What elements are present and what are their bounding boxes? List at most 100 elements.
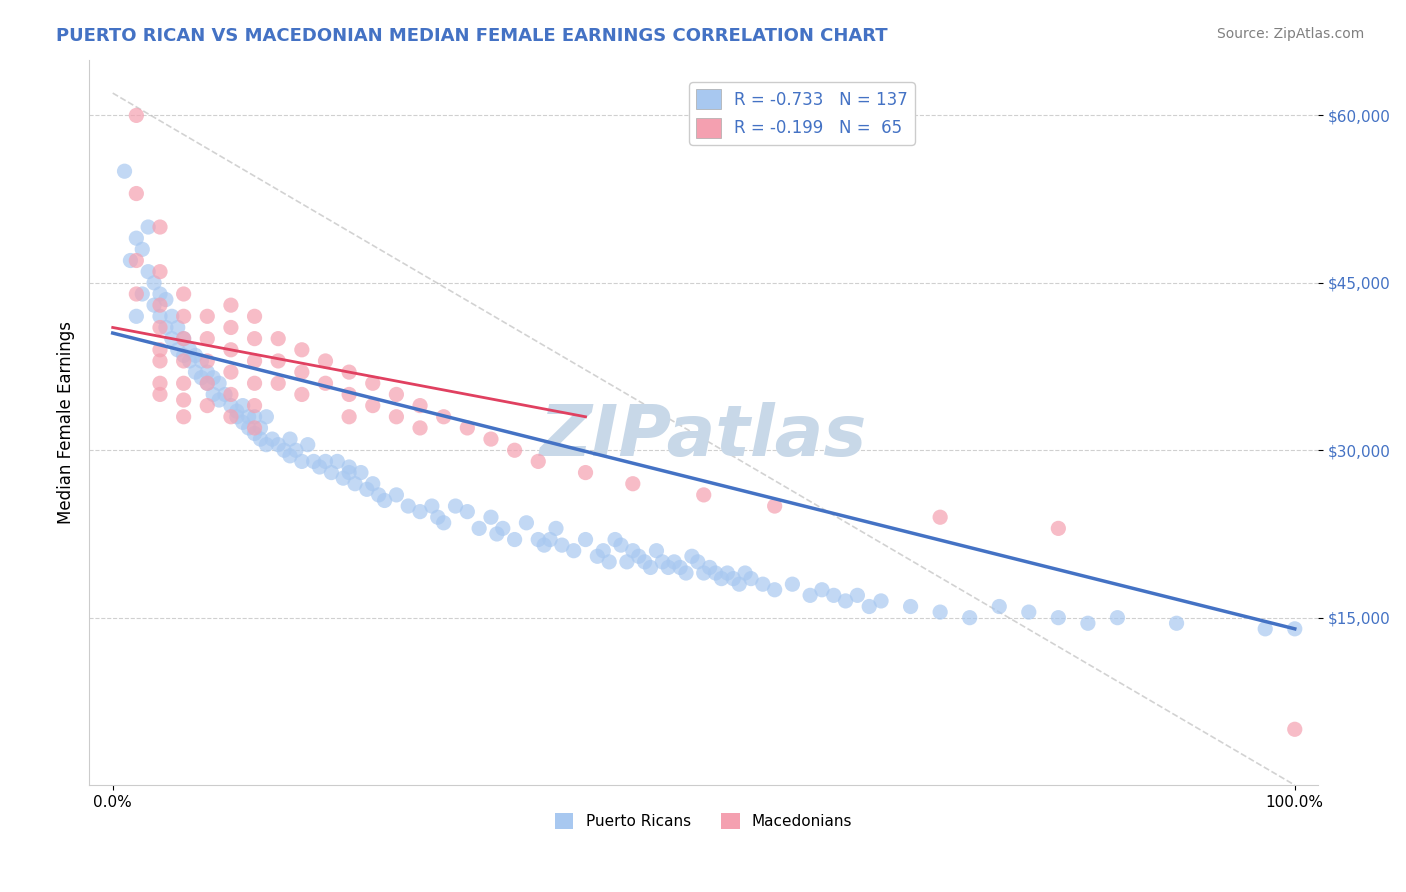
- Point: [278, 449, 301, 463]
- Point: [179, 354, 201, 368]
- Point: [131, 287, 153, 301]
- Point: [710, 572, 733, 586]
- Point: [195, 310, 218, 324]
- Point: [179, 343, 201, 357]
- Point: [627, 549, 650, 564]
- Point: [704, 566, 727, 580]
- Point: [1107, 610, 1129, 624]
- Point: [664, 555, 686, 569]
- Point: [367, 488, 389, 502]
- Point: [208, 392, 231, 407]
- Point: [586, 549, 609, 564]
- Point: [1166, 616, 1188, 631]
- Point: [149, 376, 172, 391]
- Point: [686, 555, 709, 569]
- Point: [232, 399, 254, 413]
- Point: [267, 332, 290, 346]
- Point: [409, 505, 432, 519]
- Point: [610, 538, 633, 552]
- Point: [468, 521, 491, 535]
- Point: [219, 387, 242, 401]
- Point: [834, 594, 856, 608]
- Point: [219, 409, 242, 424]
- Point: [538, 533, 561, 547]
- Point: [361, 476, 384, 491]
- Point: [533, 538, 555, 552]
- Point: [1077, 616, 1099, 631]
- Point: [125, 310, 148, 324]
- Point: [219, 365, 242, 379]
- Point: [1047, 521, 1070, 535]
- Point: [238, 421, 260, 435]
- Point: [160, 310, 183, 324]
- Point: [544, 521, 567, 535]
- Point: [284, 443, 307, 458]
- Point: [409, 399, 432, 413]
- Point: [752, 577, 775, 591]
- Point: [136, 265, 159, 279]
- Point: [716, 566, 738, 580]
- Point: [1254, 622, 1277, 636]
- Point: [184, 365, 207, 379]
- Point: [173, 376, 195, 391]
- Point: [149, 220, 172, 235]
- Point: [125, 108, 148, 122]
- Point: [426, 510, 449, 524]
- Point: [681, 549, 703, 564]
- Point: [249, 421, 271, 435]
- Text: Source: ZipAtlas.com: Source: ZipAtlas.com: [1216, 27, 1364, 41]
- Point: [308, 460, 330, 475]
- Point: [799, 588, 821, 602]
- Point: [273, 443, 295, 458]
- Point: [728, 577, 751, 591]
- Point: [149, 354, 172, 368]
- Point: [267, 438, 290, 452]
- Point: [149, 320, 172, 334]
- Point: [574, 533, 596, 547]
- Point: [143, 276, 166, 290]
- Point: [337, 460, 360, 475]
- Point: [574, 466, 596, 480]
- Point: [155, 320, 177, 334]
- Point: [870, 594, 893, 608]
- Point: [621, 476, 644, 491]
- Point: [640, 560, 662, 574]
- Point: [929, 605, 952, 619]
- Point: [173, 332, 195, 346]
- Point: [592, 543, 614, 558]
- Point: [763, 499, 786, 513]
- Point: [337, 387, 360, 401]
- Point: [616, 555, 638, 569]
- Point: [675, 566, 697, 580]
- Point: [651, 555, 673, 569]
- Point: [278, 432, 301, 446]
- Point: [243, 399, 266, 413]
- Point: [238, 409, 260, 424]
- Point: [326, 454, 349, 468]
- Point: [314, 354, 336, 368]
- Point: [409, 421, 432, 435]
- Legend: Puerto Ricans, Macedonians: Puerto Ricans, Macedonians: [548, 807, 859, 836]
- Point: [396, 499, 419, 513]
- Point: [149, 310, 172, 324]
- Point: [337, 466, 360, 480]
- Point: [243, 409, 266, 424]
- Point: [1284, 723, 1306, 737]
- Point: [291, 343, 314, 357]
- Point: [479, 510, 502, 524]
- Point: [136, 220, 159, 235]
- Point: [125, 231, 148, 245]
- Point: [232, 415, 254, 429]
- Point: [527, 454, 550, 468]
- Point: [551, 538, 574, 552]
- Point: [173, 354, 195, 368]
- Point: [433, 516, 456, 530]
- Point: [657, 560, 679, 574]
- Point: [195, 354, 218, 368]
- Point: [173, 310, 195, 324]
- Point: [321, 466, 343, 480]
- Point: [184, 348, 207, 362]
- Point: [858, 599, 880, 614]
- Point: [249, 432, 271, 446]
- Point: [503, 533, 526, 547]
